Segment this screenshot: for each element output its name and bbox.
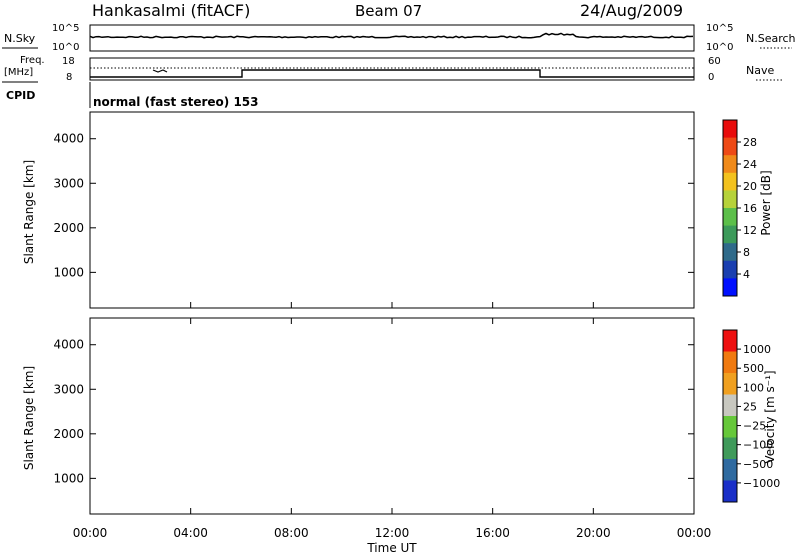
colorbar-swatch	[723, 260, 737, 279]
time-xlabel: Time UT	[366, 541, 417, 554]
colorbar-swatch	[723, 459, 737, 481]
nsky-tick-low: 10^0	[52, 42, 79, 53]
colorbar-swatch	[723, 480, 737, 503]
x-tick-label: 08:00	[274, 526, 309, 540]
freq-frame	[89, 57, 695, 81]
y-tick-label: 2000	[53, 427, 84, 441]
colorbar-tick-label: 8	[743, 246, 750, 259]
nsearch-tick-low: 10^0	[706, 42, 733, 53]
colorbar-tick-label: −1000	[743, 477, 780, 490]
nave-tick-low: 0	[708, 72, 714, 83]
freq-tick-low: 8	[66, 72, 72, 83]
freq-trace	[90, 69, 694, 78]
colorbar-swatch	[723, 330, 737, 352]
colorbar-tick-label: 1000	[743, 343, 771, 356]
nsearch-label: N.Search	[746, 32, 796, 45]
beam-title: Beam 07	[355, 2, 422, 20]
nsearch-tick-high: 10^5	[706, 23, 733, 34]
colorbar-swatch	[723, 190, 737, 209]
colorbar-swatch	[723, 208, 737, 227]
colorbar-swatch	[723, 120, 737, 139]
x-tick-label: 04:00	[173, 526, 208, 540]
velocity-frame	[89, 317, 695, 515]
colorbar-swatch	[723, 437, 737, 460]
colorbar-tick-label: 12	[743, 224, 757, 237]
colorbar-frame	[722, 329, 738, 503]
power-ylabel: Slant Range [km]	[22, 160, 36, 264]
colorbar-tick-label: 4	[743, 268, 750, 281]
date-title: 24/Aug/2009	[580, 1, 683, 20]
nsky-tick-high: 10^5	[52, 23, 79, 34]
colorbar-tick-label: 28	[743, 136, 757, 149]
y-tick-label: 3000	[53, 382, 84, 396]
y-tick-label: 2000	[53, 221, 84, 235]
x-tick-label: 00:00	[677, 526, 712, 540]
y-tick-label: 1000	[53, 265, 84, 279]
power-colorbar-label: Power [dB]	[759, 170, 773, 235]
power-y-axis: 4000 3000 2000 1000	[53, 132, 694, 279]
colorbar-swatch	[723, 243, 737, 262]
nave-label: Nave	[746, 64, 774, 77]
cpid-label: CPID	[6, 89, 35, 102]
colorbar-swatch	[723, 394, 737, 417]
x-tick-label: 00:00	[73, 526, 108, 540]
nsky-panel: N.Sky 10^5 10^0 10^5 10^0 N.Search	[2, 23, 796, 53]
colorbar-tick-label: 100	[743, 381, 764, 394]
colorbar-swatch	[723, 351, 737, 374]
nsky-frame	[89, 24, 695, 52]
nsky-trace	[89, 32, 694, 39]
y-tick-label: 4000	[53, 338, 84, 352]
colorbar-swatch	[723, 137, 737, 156]
colorbar-swatch	[723, 416, 737, 438]
freq-tick-high: 18	[62, 56, 75, 67]
power-colorbar: 28 24 20 16 12 8 4	[722, 119, 757, 297]
colorbar-swatch	[723, 373, 737, 395]
station-title: Hankasalmi (fitACF)	[92, 1, 250, 20]
cpid-text: normal (fast stereo) 153	[93, 95, 259, 109]
y-tick-label: 3000	[53, 176, 84, 190]
colorbar-swatch	[723, 225, 737, 244]
colorbar-tick-label: 500	[743, 362, 764, 375]
colorbar-tick-label: −100	[743, 439, 773, 452]
freq-panel: Freq. [MHz] 18 8 60 0 Nave	[4, 55, 782, 83]
colorbar-tick-label: −500	[743, 458, 773, 471]
freq-label-1: Freq.	[20, 55, 45, 66]
velocity-ylabel: Slant Range [km]	[22, 366, 36, 470]
colorbar-swatch	[723, 172, 737, 191]
y-tick-label: 4000	[53, 132, 84, 146]
colorbar-swatch	[723, 278, 737, 297]
velocity-colorbar: 1000 500 100 25 −25 −100 −500 −1000	[722, 329, 780, 503]
colorbar-tick-label: −25	[743, 420, 766, 433]
colorbar-tick-label: 16	[743, 202, 757, 215]
freq-blip	[152, 69, 168, 73]
power-panel: 4000 3000 2000 1000 Slant Range [km] 28 24 20…	[22, 111, 773, 309]
colorbar-tick-label: 24	[743, 158, 757, 171]
colorbar-tick-label: 25	[743, 400, 757, 413]
time-x-axis: 00:00 04:00 08:00 12:00 16:00 20:00 00:00	[73, 302, 712, 540]
velocity-y-axis: 4000 3000 2000 1000	[53, 338, 694, 485]
velocity-colorbar-label: Velocity [m s⁻¹]	[763, 370, 777, 463]
colorbar-tick-label: 20	[743, 180, 757, 193]
power-frame	[89, 111, 695, 309]
x-tick-label: 20:00	[576, 526, 611, 540]
x-tick-label: 12:00	[375, 526, 410, 540]
nave-tick-high: 60	[708, 56, 721, 67]
freq-label-2: [MHz]	[4, 67, 33, 78]
x-tick-label: 16:00	[475, 526, 510, 540]
colorbar-swatch	[723, 155, 737, 174]
nsky-label: N.Sky	[4, 32, 36, 45]
y-tick-label: 1000	[53, 471, 84, 485]
